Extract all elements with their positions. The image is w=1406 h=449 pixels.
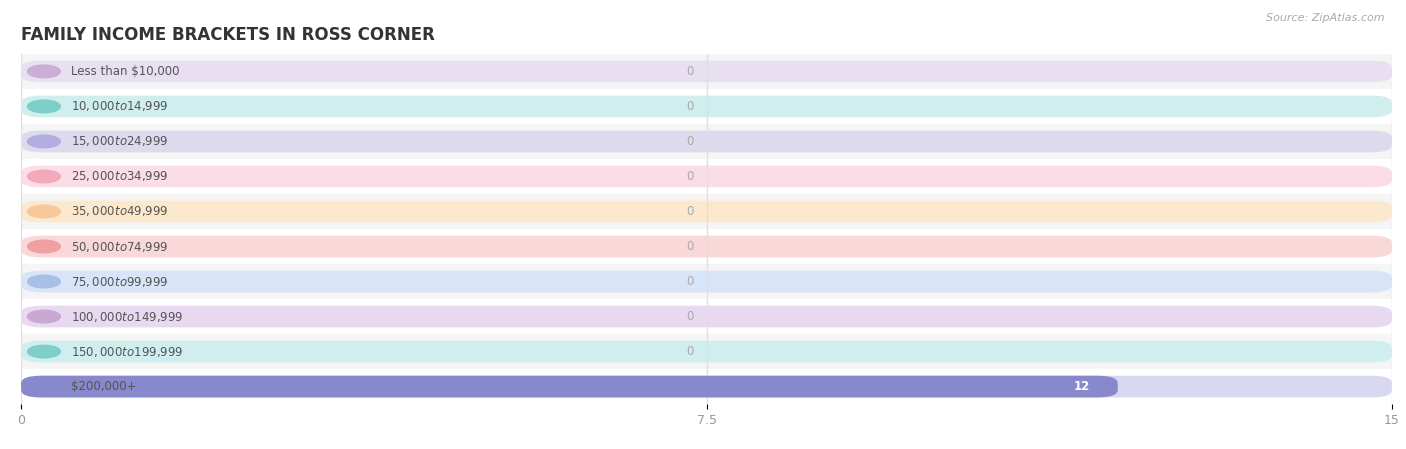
Bar bbox=[21, 194, 1392, 229]
Text: 0: 0 bbox=[686, 135, 693, 148]
Circle shape bbox=[28, 240, 60, 253]
FancyBboxPatch shape bbox=[21, 96, 1392, 117]
Text: $100,000 to $149,999: $100,000 to $149,999 bbox=[72, 309, 184, 324]
Text: Source: ZipAtlas.com: Source: ZipAtlas.com bbox=[1267, 13, 1385, 23]
FancyBboxPatch shape bbox=[21, 201, 1392, 222]
FancyBboxPatch shape bbox=[21, 166, 1392, 187]
Text: Less than $10,000: Less than $10,000 bbox=[72, 65, 180, 78]
Text: 0: 0 bbox=[686, 345, 693, 358]
Text: $75,000 to $99,999: $75,000 to $99,999 bbox=[72, 274, 169, 289]
FancyBboxPatch shape bbox=[21, 131, 1392, 152]
Text: 0: 0 bbox=[686, 205, 693, 218]
Bar bbox=[21, 159, 1392, 194]
Text: 0: 0 bbox=[686, 170, 693, 183]
Text: 0: 0 bbox=[686, 310, 693, 323]
Bar bbox=[21, 124, 1392, 159]
Bar bbox=[21, 264, 1392, 299]
Text: $35,000 to $49,999: $35,000 to $49,999 bbox=[72, 204, 169, 219]
Text: 0: 0 bbox=[686, 65, 693, 78]
Text: $50,000 to $74,999: $50,000 to $74,999 bbox=[72, 239, 169, 254]
FancyBboxPatch shape bbox=[21, 376, 1392, 397]
Text: $15,000 to $24,999: $15,000 to $24,999 bbox=[72, 134, 169, 149]
Bar bbox=[21, 369, 1392, 404]
Bar bbox=[21, 89, 1392, 124]
Text: $25,000 to $34,999: $25,000 to $34,999 bbox=[72, 169, 169, 184]
Text: $200,000+: $200,000+ bbox=[72, 380, 136, 393]
Circle shape bbox=[28, 345, 60, 358]
FancyBboxPatch shape bbox=[21, 376, 1118, 397]
Text: 12: 12 bbox=[1074, 380, 1091, 393]
FancyBboxPatch shape bbox=[21, 341, 1392, 362]
Circle shape bbox=[28, 65, 60, 78]
Circle shape bbox=[28, 100, 60, 113]
Text: $10,000 to $14,999: $10,000 to $14,999 bbox=[72, 99, 169, 114]
FancyBboxPatch shape bbox=[21, 61, 1392, 82]
Bar bbox=[21, 54, 1392, 89]
Circle shape bbox=[28, 310, 60, 323]
Bar bbox=[21, 334, 1392, 369]
FancyBboxPatch shape bbox=[21, 236, 1392, 257]
Text: $150,000 to $199,999: $150,000 to $199,999 bbox=[72, 344, 184, 359]
Text: 0: 0 bbox=[686, 275, 693, 288]
Text: 0: 0 bbox=[686, 100, 693, 113]
Circle shape bbox=[28, 170, 60, 183]
FancyBboxPatch shape bbox=[21, 306, 1392, 327]
Circle shape bbox=[28, 205, 60, 218]
Circle shape bbox=[28, 275, 60, 288]
FancyBboxPatch shape bbox=[21, 271, 1392, 292]
Bar bbox=[21, 299, 1392, 334]
Circle shape bbox=[28, 380, 60, 393]
Circle shape bbox=[28, 135, 60, 148]
Text: 0: 0 bbox=[686, 240, 693, 253]
Bar bbox=[21, 229, 1392, 264]
Text: FAMILY INCOME BRACKETS IN ROSS CORNER: FAMILY INCOME BRACKETS IN ROSS CORNER bbox=[21, 26, 434, 44]
